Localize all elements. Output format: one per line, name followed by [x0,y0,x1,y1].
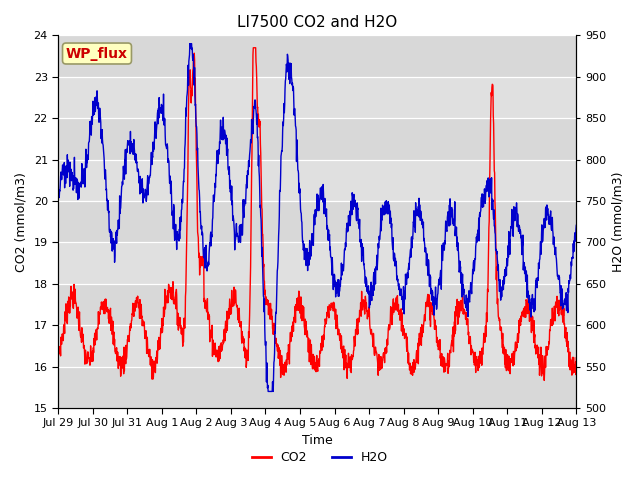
Text: WP_flux: WP_flux [66,47,128,60]
Title: LI7500 CO2 and H2O: LI7500 CO2 and H2O [237,15,397,30]
Bar [58,284,576,325]
X-axis label: Time: Time [302,434,333,447]
Bar [58,367,576,408]
Bar [58,118,576,159]
Legend: CO2, H2O: CO2, H2O [247,446,393,469]
Bar [58,36,576,77]
Y-axis label: CO2 (mmol/m3): CO2 (mmol/m3) [15,172,28,272]
Bar [58,201,576,242]
Y-axis label: H2O (mmol/m3): H2O (mmol/m3) [612,171,625,272]
